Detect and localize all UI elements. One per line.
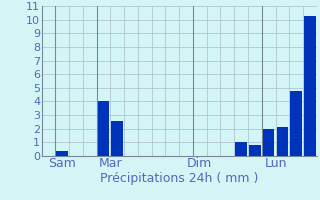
Bar — [56, 151, 68, 156]
Bar — [111, 121, 123, 156]
Bar — [98, 101, 109, 156]
Bar — [263, 129, 275, 156]
Bar — [249, 145, 261, 156]
Bar — [290, 91, 302, 156]
Bar — [304, 16, 316, 156]
Bar — [276, 127, 288, 156]
X-axis label: Précipitations 24h ( mm ): Précipitations 24h ( mm ) — [100, 172, 258, 185]
Bar — [235, 142, 247, 156]
